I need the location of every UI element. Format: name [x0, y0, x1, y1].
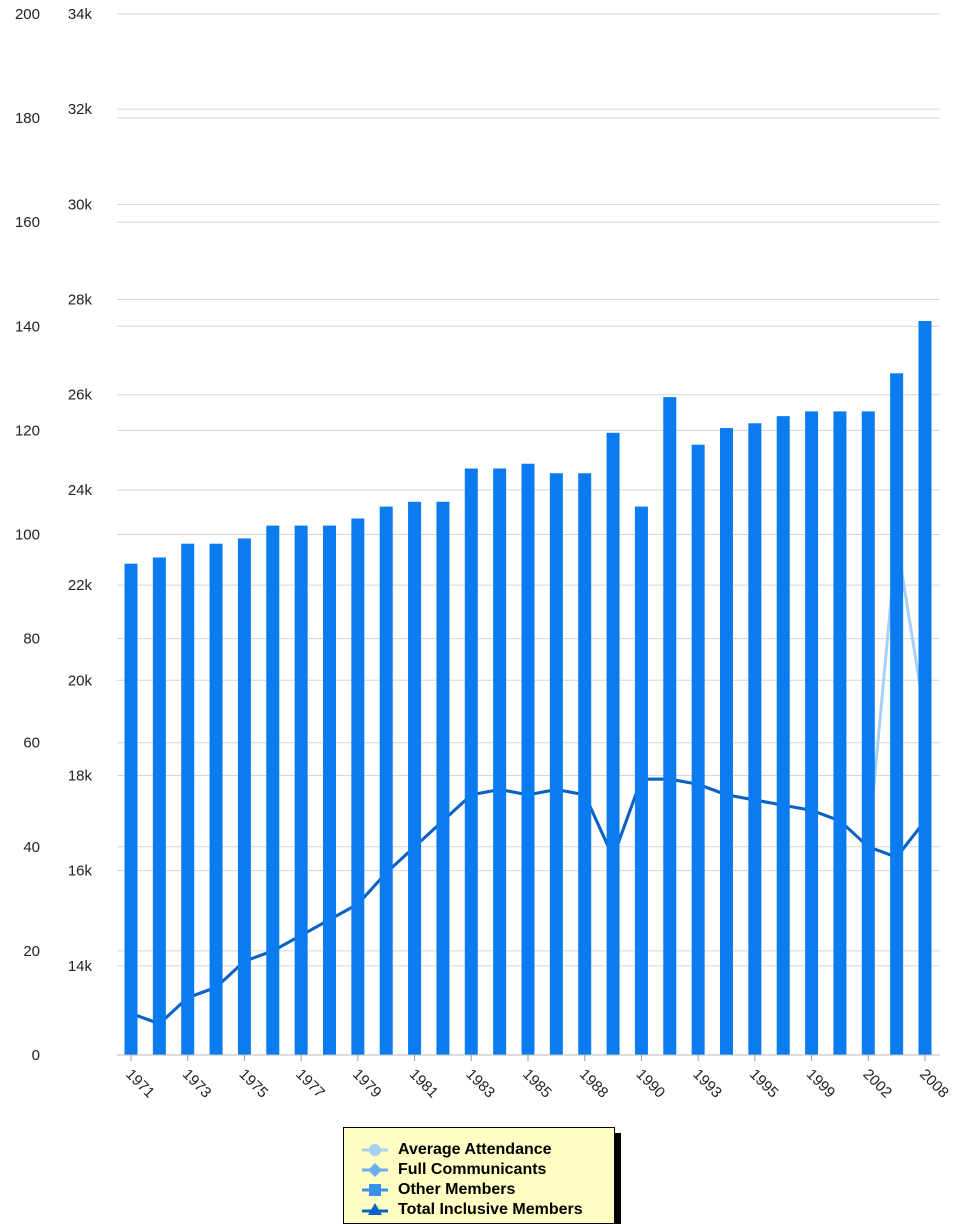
bar-1980 — [379, 506, 393, 1055]
x-axis-tick-label: 1985 — [519, 1066, 555, 1102]
x-axis-tick-label: 1999 — [803, 1066, 839, 1102]
bar-2004 — [890, 373, 904, 1055]
right-axis-tick-label: 28k — [68, 292, 93, 309]
left-axis-tick-label: 180 — [15, 110, 40, 127]
legend-item-total-inclusive-members: Total Inclusive Members — [360, 1200, 614, 1220]
bar-2008 — [918, 320, 932, 1055]
x-axis-tick-label: 1971 — [122, 1066, 158, 1102]
right-axis-tick-label: 26k — [68, 387, 93, 404]
right-axis-tick-label: 30k — [68, 196, 93, 213]
bar-2001 — [833, 411, 847, 1055]
left-axis-tick-label: 200 — [15, 6, 40, 23]
right-axis-tick-label: 22k — [68, 577, 93, 594]
bar-1985 — [521, 463, 535, 1055]
x-axis-tick-label: 1975 — [236, 1066, 272, 1102]
legend-label: Full Communicants — [398, 1161, 547, 1178]
bar-1973 — [181, 543, 195, 1055]
x-axis-tick-label: 1979 — [349, 1066, 385, 1102]
bar-1988 — [578, 473, 592, 1055]
x-axis-tick-label: 1977 — [292, 1066, 328, 1102]
right-axis-tick-label: 16k — [68, 863, 93, 880]
left-axis-tick-label: 160 — [15, 214, 40, 231]
left-axis: 0 20 40 60 80 100 120 140 160 180 200 — [15, 6, 40, 1064]
legend-item-other-members: Other Members — [360, 1180, 614, 1200]
right-axis: 14k 16k 18k 20k 22k 24k 26k 28k 30k 32k 34k — [68, 6, 93, 975]
bar-1991 — [663, 397, 677, 1055]
x-axis-tick-label: 1988 — [576, 1066, 612, 1102]
bar-1975 — [237, 538, 251, 1055]
bar-1982 — [436, 501, 450, 1055]
left-axis-tick-label: 140 — [15, 318, 40, 335]
left-axis-tick-label: 60 — [23, 735, 40, 752]
bar-1999 — [805, 411, 819, 1055]
bar-1993 — [691, 444, 705, 1055]
x-axis-tick-label: 1990 — [633, 1066, 669, 1102]
left-axis-tick-label: 100 — [15, 527, 40, 544]
legend-label: Other Members — [398, 1181, 516, 1198]
bar-1994 — [720, 428, 733, 1056]
bar-1974 — [209, 543, 223, 1055]
diamond-marker-icon — [362, 1163, 388, 1177]
left-axis-tick-label: 20 — [23, 943, 40, 960]
bar-1977 — [294, 525, 308, 1055]
right-axis-tick-label: 32k — [68, 101, 93, 118]
x-axis-tick-label: 1981 — [406, 1066, 442, 1102]
left-axis-tick-label: 0 — [32, 1047, 40, 1064]
bar-1981 — [408, 501, 422, 1055]
x-axis-tick-label: 1973 — [179, 1066, 215, 1102]
right-axis-tick-label: 34k — [68, 6, 93, 23]
bar-1972 — [152, 557, 166, 1055]
combo-chart: 0 20 40 60 80 100 120 140 160 180 200 14k 16k 18k 20k… — [15, 6, 952, 1102]
bar-1997 — [776, 416, 790, 1055]
left-axis-tick-label: 40 — [23, 839, 40, 856]
bar-1971 — [124, 563, 138, 1055]
x-axis-tick-label: 1983 — [462, 1066, 498, 1102]
x-axis-tick-label: 2008 — [916, 1066, 952, 1102]
bar-1983 — [464, 468, 478, 1056]
square-marker-icon — [362, 1184, 388, 1196]
bar-1979 — [351, 518, 365, 1055]
bar-1995 — [748, 423, 762, 1055]
right-axis-tick-label: 18k — [68, 767, 93, 784]
legend-label: Total Inclusive Members — [398, 1201, 583, 1218]
right-axis-tick-label: 24k — [68, 482, 93, 499]
right-axis-tick-label: 20k — [68, 672, 93, 689]
legend-item-full-communicants: Full Communicants — [360, 1160, 614, 1180]
circle-marker-icon — [362, 1144, 388, 1156]
bar-2002 — [861, 411, 875, 1055]
legend-item-average-attendance: Average Attendance — [360, 1140, 614, 1160]
bar-1976 — [266, 525, 280, 1055]
legend-label: Average Attendance — [398, 1141, 552, 1158]
legend: Average Attendance Full Communicants Oth… — [343, 1127, 615, 1224]
x-axis-tick-label: 2002 — [859, 1066, 895, 1102]
x-axis: 1971 1973 1975 1977 1979 1981 1983 1985 1988 1990… — [117, 1054, 952, 1102]
bar-1984 — [493, 468, 507, 1056]
left-axis-tick-label: 80 — [23, 631, 40, 648]
right-axis-tick-label: 14k — [68, 958, 93, 975]
x-axis-tick-label: 1993 — [689, 1066, 725, 1102]
triangle-marker-icon — [362, 1203, 388, 1215]
bar-1986 — [549, 473, 563, 1055]
bar-1990 — [634, 506, 648, 1055]
bar-1989 — [606, 432, 620, 1055]
left-axis-tick-label: 120 — [15, 422, 40, 439]
bars-other-members — [124, 320, 932, 1056]
x-axis-tick-label: 1995 — [746, 1066, 782, 1102]
bar-1978 — [323, 525, 336, 1055]
